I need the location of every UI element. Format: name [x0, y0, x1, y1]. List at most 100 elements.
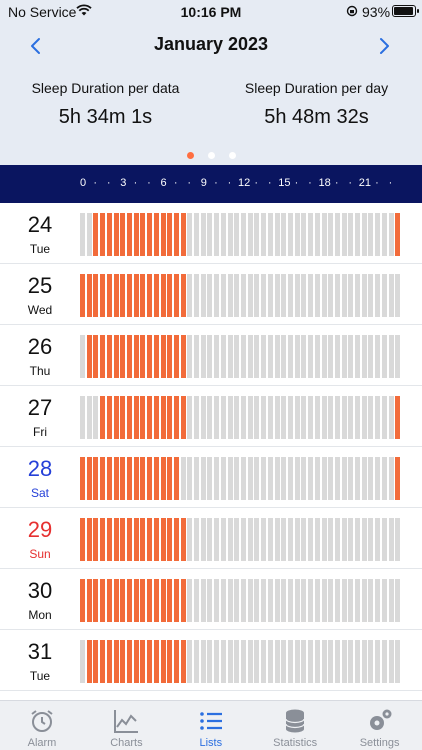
awake-slot	[355, 579, 361, 622]
awake-slot	[301, 396, 307, 439]
awake-slot	[328, 457, 334, 500]
sleep-list[interactable]: 24 Tue 25 Wed 26 Thu 27 Fri 28 Sat 29 Sun 30 Mon 31 Tue	[0, 203, 422, 700]
awake-slot	[301, 274, 307, 317]
awake-slot	[361, 396, 367, 439]
awake-slot	[241, 213, 246, 256]
sleep-timeline	[80, 640, 402, 683]
awake-slot	[314, 396, 320, 439]
sleep-per-data-label: Sleep Duration per data	[31, 80, 180, 96]
month-header: January 2023 Sleep Duration per data 5h …	[0, 24, 422, 165]
tab-statistics[interactable]: Statistics	[253, 701, 337, 750]
awake-slot	[261, 335, 267, 378]
awake-slot	[281, 335, 287, 378]
tab-alarm[interactable]: Alarm	[0, 701, 84, 750]
next-month-button[interactable]	[370, 32, 398, 60]
asleep-slot	[140, 640, 146, 683]
page-dot[interactable]	[207, 152, 215, 159]
tab-settings[interactable]: Settings	[338, 701, 422, 750]
awake-slot	[207, 335, 213, 378]
awake-slot	[247, 518, 253, 561]
awake-slot	[214, 457, 220, 500]
asleep-slot	[153, 396, 159, 439]
asleep-slot	[160, 640, 166, 683]
asleep-slot	[113, 274, 119, 317]
sleep-timeline	[80, 518, 402, 561]
asleep-slot	[180, 396, 186, 439]
asleep-slot	[173, 579, 179, 622]
awake-slot	[200, 457, 206, 500]
awake-slot	[281, 213, 287, 256]
tab-label: Statistics	[273, 737, 318, 749]
awake-slot	[388, 274, 394, 317]
day-row[interactable]: 30 Mon	[0, 569, 422, 630]
hour-tick-label: 15	[278, 177, 291, 189]
day-row[interactable]: 25 Wed	[0, 264, 422, 325]
day-row[interactable]: 29 Sun	[0, 508, 422, 569]
asleep-slot	[86, 335, 92, 378]
asleep-slot	[160, 396, 166, 439]
awake-slot	[254, 518, 260, 561]
awake-slot	[234, 518, 240, 561]
asleep-slot	[140, 457, 146, 500]
awake-slot	[321, 579, 327, 622]
asleep-slot	[147, 274, 153, 317]
awake-slot	[281, 274, 287, 317]
awake-slot	[375, 213, 381, 256]
awake-slot	[334, 213, 340, 256]
page-indicator[interactable]	[0, 146, 422, 164]
asleep-slot	[395, 457, 401, 500]
awake-slot	[194, 335, 200, 378]
day-row[interactable]: 24 Tue	[0, 203, 422, 264]
awake-slot	[381, 274, 387, 317]
asleep-slot	[133, 457, 139, 500]
day-row[interactable]: 28 Sat	[0, 447, 422, 508]
awake-slot	[241, 335, 246, 378]
tab-lists[interactable]: Lists	[169, 701, 253, 750]
tab-label: Alarm	[27, 737, 57, 749]
page-dot[interactable]	[186, 152, 194, 159]
asleep-slot	[180, 335, 186, 378]
awake-slot	[348, 640, 354, 683]
awake-slot	[314, 274, 320, 317]
page-dot[interactable]	[228, 152, 236, 159]
previous-month-button[interactable]	[22, 32, 50, 60]
sleep-per-data-stat: Sleep Duration per data 5h 34m 1s	[0, 80, 211, 129]
asleep-slot	[126, 335, 132, 378]
hour-tick-dot: ·	[254, 177, 259, 189]
awake-slot	[261, 274, 267, 317]
asleep-slot	[86, 457, 92, 500]
gears-icon	[369, 709, 392, 730]
tab-charts[interactable]: Charts	[84, 701, 168, 750]
sleep-per-day-value: 5h 48m 32s	[264, 106, 369, 128]
awake-slot	[388, 640, 394, 683]
chevron-right-icon	[380, 38, 389, 54]
awake-slot	[234, 396, 240, 439]
awake-slot	[214, 640, 220, 683]
awake-slot	[261, 396, 267, 439]
asleep-slot	[140, 335, 146, 378]
list-icon	[199, 712, 222, 730]
awake-slot	[321, 274, 327, 317]
awake-slot	[281, 640, 287, 683]
day-row[interactable]: 26 Thu	[0, 325, 422, 386]
awake-slot	[334, 518, 340, 561]
asleep-slot	[100, 640, 106, 683]
day-row[interactable]: 31 Tue	[0, 630, 422, 691]
awake-slot	[308, 457, 314, 500]
awake-slot	[381, 518, 387, 561]
asleep-slot	[133, 396, 139, 439]
awake-slot	[355, 335, 361, 378]
awake-slot	[80, 213, 85, 256]
awake-slot	[381, 335, 387, 378]
awake-slot	[241, 274, 246, 317]
awake-slot	[388, 457, 394, 500]
awake-slot	[234, 213, 240, 256]
asleep-slot	[120, 640, 126, 683]
awake-slot	[328, 518, 334, 561]
asleep-slot	[120, 579, 126, 622]
awake-slot	[93, 396, 99, 439]
awake-slot	[274, 457, 280, 500]
asleep-slot	[93, 213, 99, 256]
asleep-slot	[80, 274, 85, 317]
day-row[interactable]: 27 Fri	[0, 386, 422, 447]
